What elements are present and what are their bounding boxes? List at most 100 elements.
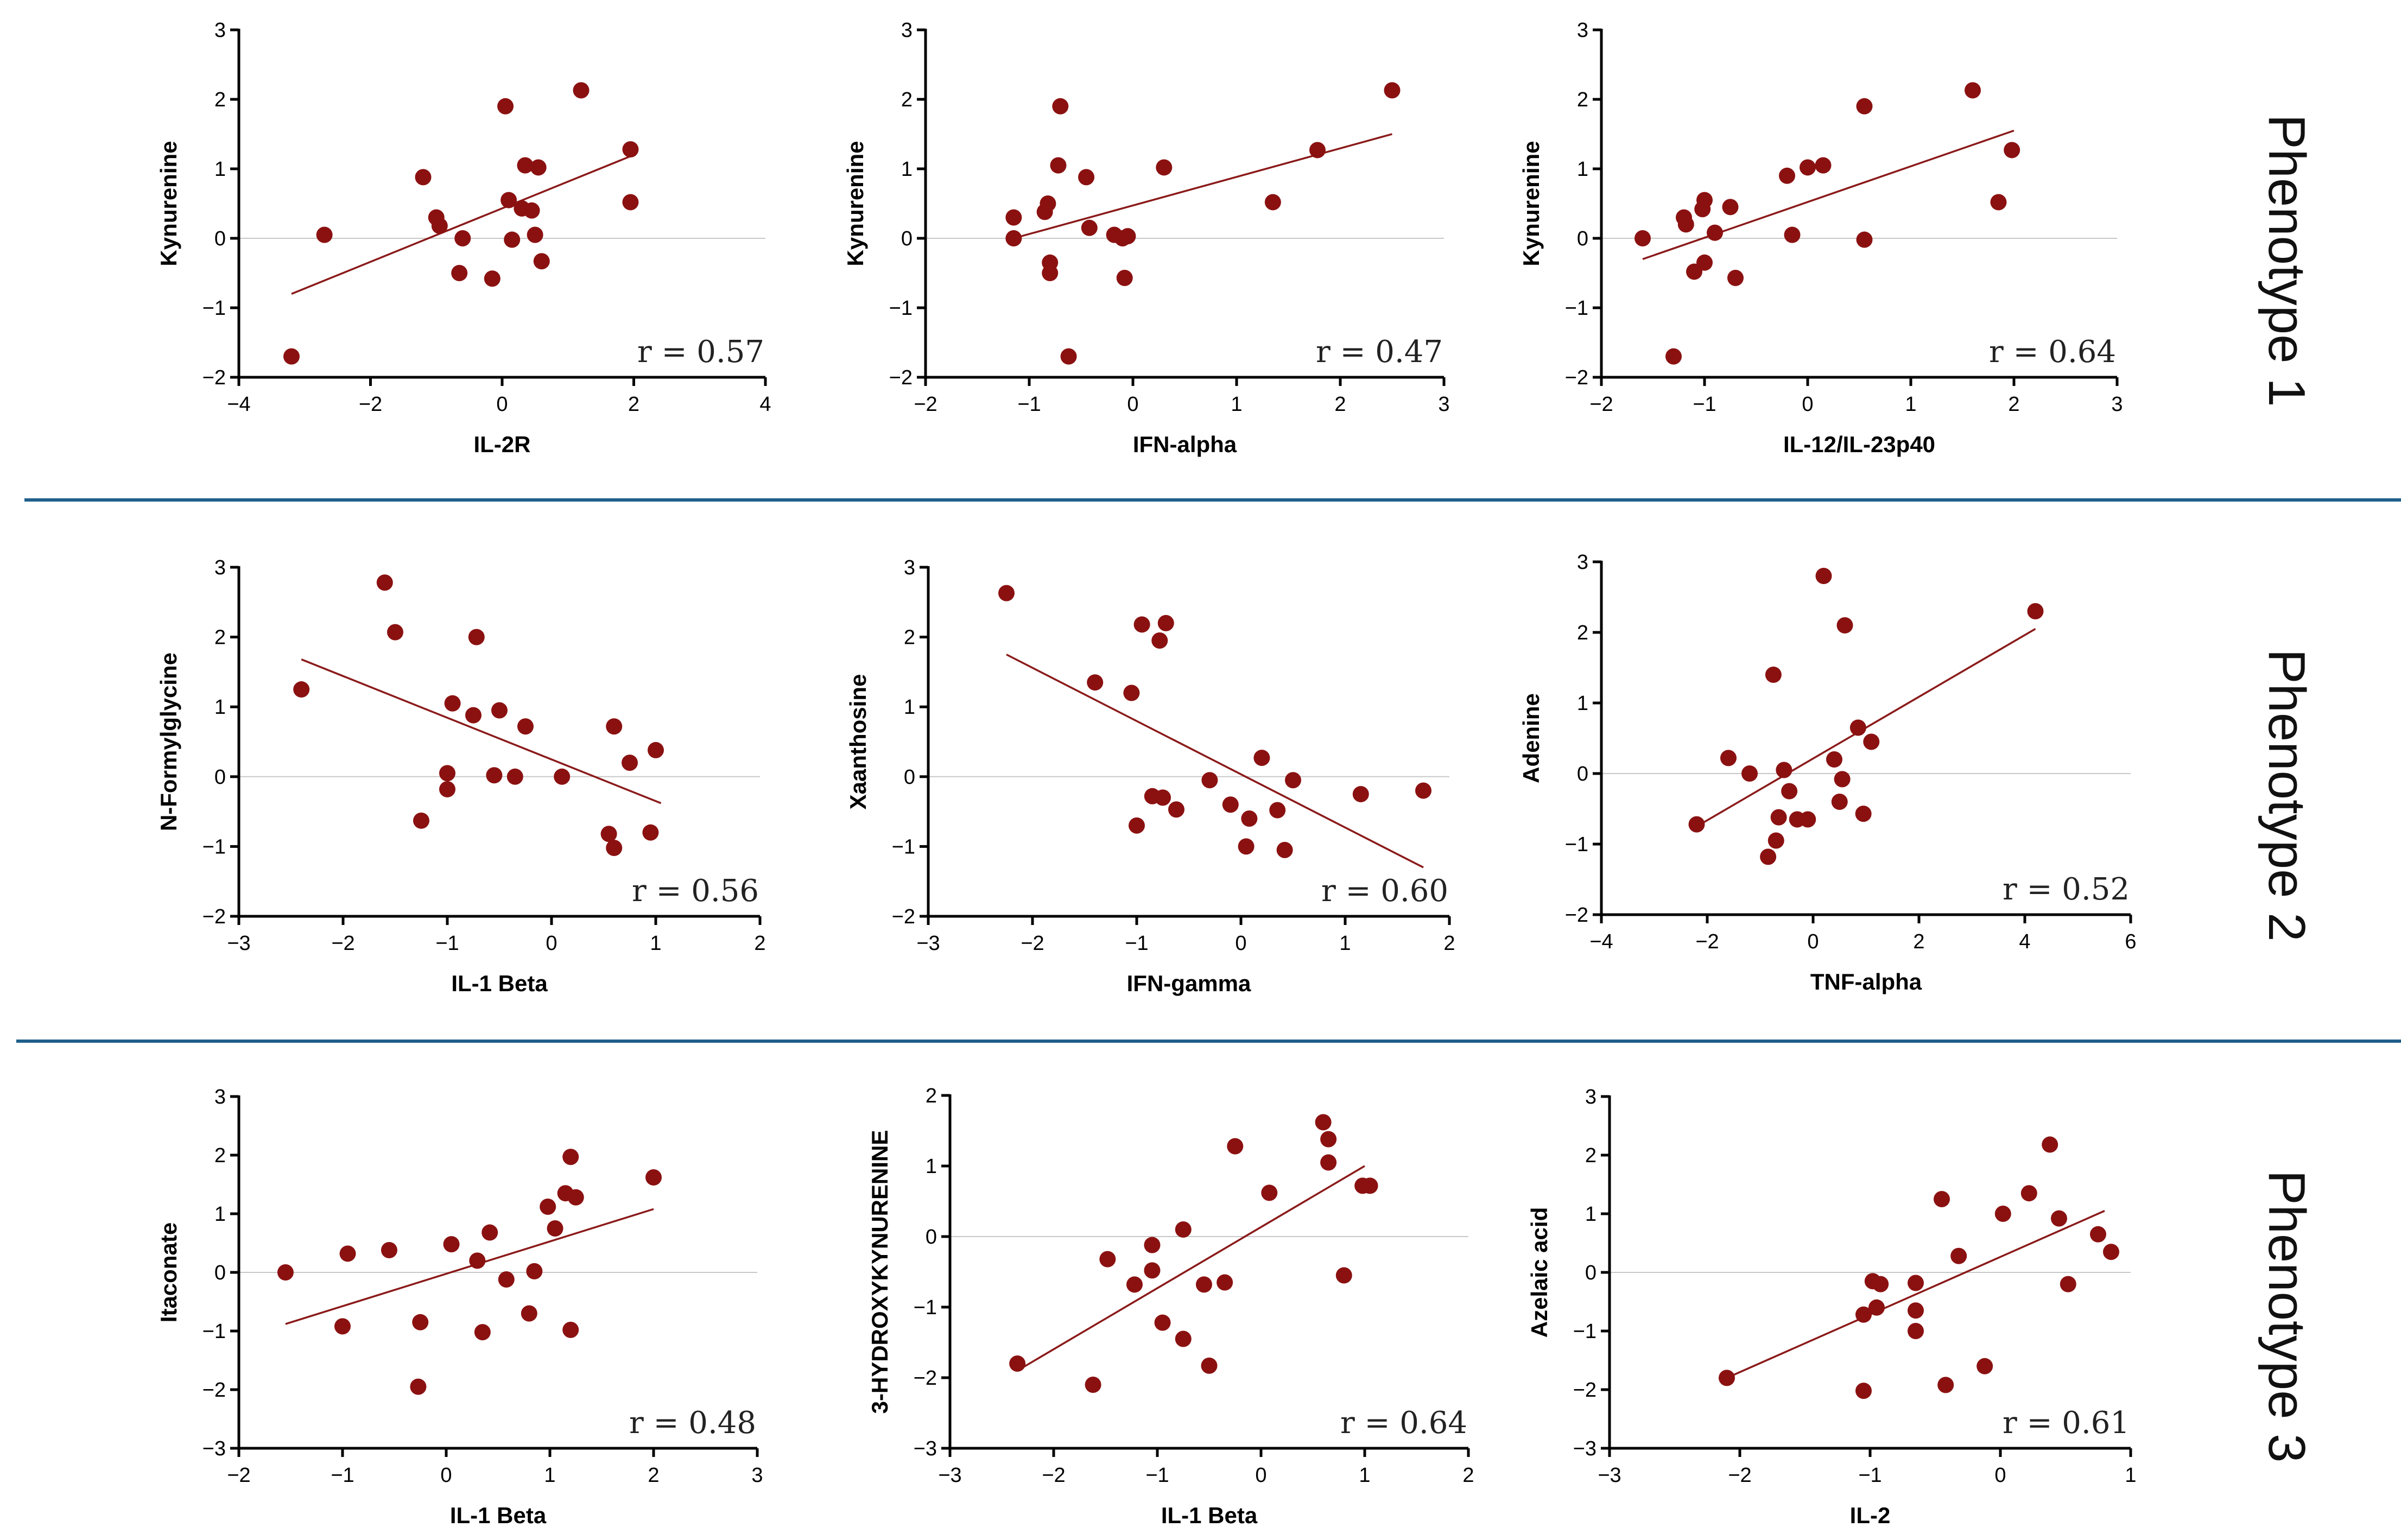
data-point — [1855, 806, 1872, 822]
data-point — [2103, 1244, 2119, 1260]
x-tick-label: 0 — [1807, 930, 1819, 953]
data-point — [2060, 1276, 2076, 1292]
data-point — [1126, 1276, 1143, 1293]
data-point — [277, 1264, 294, 1281]
data-point — [562, 1149, 579, 1165]
x-tick-label: 1 — [2125, 1464, 2136, 1487]
data-point — [334, 1318, 351, 1335]
correlation-label: r = 0.61 — [2003, 1405, 2130, 1441]
data-point — [283, 348, 300, 365]
data-point — [1908, 1323, 1924, 1339]
y-tick-label: −3 — [914, 1437, 937, 1460]
y-tick-label: −2 — [1565, 366, 1588, 389]
x-tick-label: 0 — [440, 1464, 452, 1487]
x-tick-label: 6 — [2125, 930, 2136, 953]
phenotype-2-label: Phenotype 2 — [2258, 649, 2316, 941]
data-point — [1776, 762, 1792, 778]
y-tick-label: 3 — [1577, 551, 1588, 574]
data-point — [293, 681, 310, 698]
correlation-label: r = 0.60 — [1321, 873, 1448, 909]
x-axis-label: IFN-gamma — [1127, 971, 1251, 996]
data-point — [1151, 632, 1168, 649]
correlation-label: r = 0.52 — [2003, 872, 2130, 907]
y-tick-label: −3 — [202, 1437, 226, 1460]
x-tick-label: 0 — [546, 932, 557, 955]
y-tick-label: 3 — [1577, 19, 1588, 42]
x-axis-label: IFN-alpha — [1133, 432, 1237, 457]
y-tick-label: 3 — [214, 1086, 226, 1108]
x-tick-label: 3 — [2111, 393, 2123, 416]
phenotype-3-label: Phenotype 3 — [2258, 1170, 2316, 1462]
data-point — [1081, 219, 1098, 236]
data-point — [484, 270, 501, 287]
y-tick-label: 0 — [214, 766, 226, 789]
y-tick-label: −2 — [892, 905, 915, 928]
y-tick-label: −2 — [1573, 1379, 1597, 1402]
x-tick-label: −2 — [1042, 1464, 1065, 1487]
data-point — [451, 265, 468, 281]
y-tick-label: 3 — [214, 556, 226, 579]
data-point — [1320, 1131, 1337, 1148]
data-point — [468, 629, 485, 645]
x-axis-label: TNF-alpha — [1810, 969, 1922, 994]
y-tick-label: −2 — [889, 366, 913, 389]
data-point — [486, 767, 503, 784]
x-axis-label: IL-1 Beta — [1161, 1503, 1258, 1528]
data-point — [1009, 1355, 1026, 1372]
x-tick-label: 3 — [751, 1464, 763, 1487]
y-tick-label: 1 — [214, 696, 226, 719]
data-point — [2051, 1210, 2067, 1227]
y-tick-label: 0 — [1585, 1262, 1597, 1284]
x-tick-label: 4 — [2019, 930, 2030, 953]
data-point — [1384, 82, 1401, 99]
data-point — [1849, 719, 1866, 736]
data-point — [1800, 159, 1816, 176]
data-point — [573, 82, 590, 99]
correlation-label: r = 0.57 — [637, 334, 764, 370]
y-tick-label: −3 — [1573, 1437, 1597, 1460]
scatter-panel-2: −2 −1 0 1 2 3 −2 −1 0 1 2 3 IFN-alpha Kynurenine r = 0… — [842, 19, 1450, 457]
y-tick-label: 1 — [904, 696, 915, 719]
y-tick-label: 0 — [214, 227, 226, 250]
data-point — [1934, 1191, 1950, 1207]
data-point — [1779, 167, 1795, 184]
x-tick-label: 0 — [1802, 393, 1813, 416]
data-point — [1320, 1154, 1337, 1171]
data-point — [622, 141, 639, 158]
data-point — [501, 192, 517, 208]
data-point — [469, 1252, 486, 1269]
data-point — [1719, 1370, 1735, 1386]
data-point — [567, 1189, 584, 1206]
scatter-panel-8: −3 −2 −1 0 1 2 −3 −2 −1 0 1 2 IL-1 Beta 3-HYDROXYKYNU… — [867, 1085, 1474, 1528]
y-axis-label: 3-HYDROXYKYNURENINE — [867, 1130, 892, 1414]
data-point — [606, 718, 623, 735]
data-point — [1087, 674, 1104, 691]
y-tick-label: 2 — [214, 626, 226, 649]
data-point — [1133, 616, 1150, 633]
y-tick-label: 2 — [1577, 622, 1588, 644]
data-point — [533, 253, 550, 270]
data-point — [521, 1305, 537, 1322]
data-point — [1834, 771, 1851, 788]
data-point — [316, 226, 333, 243]
data-point — [1261, 1184, 1278, 1201]
data-point — [497, 98, 514, 115]
x-tick-label: 0 — [1235, 932, 1246, 955]
data-point — [1175, 1221, 1192, 1238]
data-point — [517, 718, 534, 735]
regression-line — [291, 154, 635, 295]
regression-line — [1006, 654, 1424, 869]
x-axis-label: IL-2R — [474, 432, 531, 457]
data-point — [1815, 157, 1832, 174]
y-tick-label: 1 — [214, 158, 226, 181]
data-point — [554, 768, 571, 785]
y-tick-label: 1 — [214, 1203, 226, 1226]
correlation-label: r = 0.48 — [629, 1405, 756, 1441]
data-point — [1768, 832, 1784, 849]
y-tick-label: −1 — [914, 1296, 937, 1319]
y-tick-label: 0 — [904, 766, 915, 789]
y-tick-label: 3 — [214, 19, 226, 42]
x-tick-label: −3 — [1598, 1464, 1621, 1487]
data-point — [491, 702, 508, 719]
